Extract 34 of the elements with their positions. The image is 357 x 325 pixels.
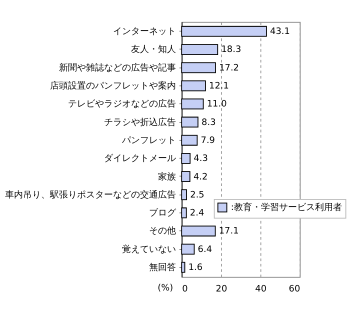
y-tick-label: ダイレクトメール — [104, 153, 176, 164]
y-tick-label: 車内吊り、駅張りポスターなどの交通広告 — [4, 189, 176, 200]
x-tick-label: 0 — [182, 284, 188, 295]
text: 4.2 — [193, 172, 208, 182]
y-tick-label: ブログ — [148, 208, 177, 219]
text: 17.2 — [219, 63, 239, 74]
x-axis-title: (%) — [158, 284, 174, 294]
text: 4.3 — [194, 154, 208, 164]
y-tick-label: インターネット — [112, 27, 176, 38]
x-tick-label: 60 — [288, 284, 300, 295]
text: 8.3 — [202, 118, 216, 128]
text: 17.1 — [218, 226, 239, 237]
legend-label: :教育・学習サービス利用者 — [230, 202, 342, 214]
y-tick-label: 無回答 — [148, 262, 176, 273]
y-tick-label: 新聞や雑誌などの広告や記事 — [58, 62, 176, 74]
y-tick-label: チラシや折込広告 — [104, 116, 176, 128]
x-tick-label: 20 — [216, 284, 228, 295]
y-tick-label: パンフレット — [120, 136, 176, 146]
y-tick-label: 友人・知人 — [130, 44, 176, 56]
text: 2.5 — [190, 190, 204, 200]
text: 18.3 — [221, 45, 242, 56]
y-tick-label: 覚えていない — [122, 244, 176, 255]
y-tick-label: その他 — [148, 226, 176, 237]
x-tick-label: 40 — [255, 284, 267, 295]
text: 12.1 — [209, 82, 229, 92]
text: 7.9 — [200, 136, 215, 146]
text: 43.1 — [270, 27, 290, 38]
text: 1.6 — [188, 263, 203, 273]
y-tick-label: 店頭設置のパンフレットや案内 — [50, 80, 176, 92]
text: 11.0 — [206, 100, 227, 110]
text: 6.4 — [198, 244, 212, 255]
text: 2.4 — [190, 208, 204, 219]
y-tick-label: テレビやラジオなどの広告 — [68, 98, 176, 110]
y-tick-label: 家族 — [158, 171, 176, 182]
